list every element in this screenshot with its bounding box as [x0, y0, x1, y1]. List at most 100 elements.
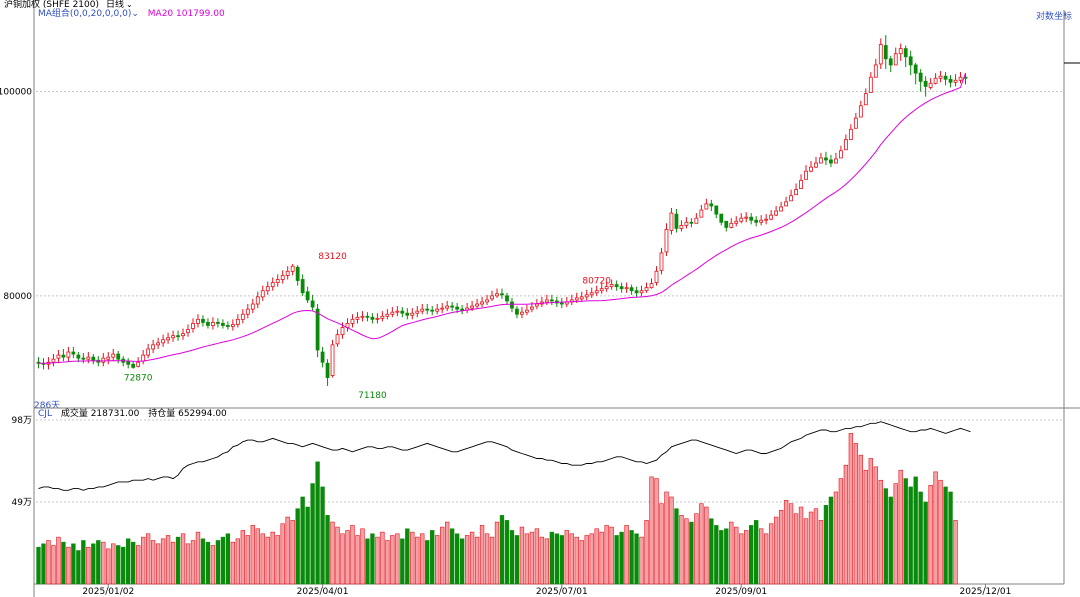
volume-bar — [629, 530, 634, 585]
volume-bar — [56, 536, 61, 585]
volume-bar — [659, 503, 664, 585]
chevron-down-icon[interactable]: ⌄ — [131, 9, 139, 19]
indicator-name[interactable]: CJL — [38, 409, 52, 419]
candle-body — [863, 93, 868, 106]
volume-bar — [843, 464, 849, 585]
volume-bar — [425, 540, 430, 585]
volume-bar — [609, 526, 614, 585]
volume-bar — [390, 535, 395, 585]
candle-body — [106, 356, 111, 360]
chevron-down-icon[interactable]: ⌄ — [126, 0, 133, 9]
candle-body — [848, 128, 853, 140]
volume-bar — [649, 476, 654, 585]
contract-title[interactable]: 沪铜加权 (SHFE 2100) — [4, 0, 99, 10]
volume-bar — [639, 536, 644, 585]
candle-body — [943, 75, 948, 80]
candle-body — [280, 275, 285, 280]
volume-bar — [519, 526, 525, 585]
candle-body — [764, 218, 769, 221]
candle-body — [300, 279, 305, 294]
candle-body — [71, 351, 76, 355]
candle-body — [176, 335, 180, 338]
candle-body — [878, 44, 883, 65]
volume-bar — [729, 521, 734, 585]
volume-bar — [335, 526, 340, 585]
candle-body — [460, 308, 465, 311]
volume-bar — [938, 479, 943, 585]
volume-bar — [71, 543, 76, 585]
volume-bar — [749, 525, 754, 585]
candle-body — [136, 361, 141, 367]
volume-bar — [544, 538, 550, 585]
candle-body — [156, 342, 161, 346]
volume-bar — [474, 536, 480, 585]
volume-bar — [230, 541, 236, 585]
y-tick-label: 80000 — [3, 292, 32, 302]
x-tick-label: 2025/12/01 — [960, 587, 1012, 597]
candle-body — [809, 166, 813, 172]
volume-bar — [370, 533, 375, 585]
candle-body — [804, 170, 808, 180]
candle-body — [534, 303, 539, 307]
candle-body — [634, 290, 639, 294]
log-scale-toggle[interactable]: 对数坐标 — [1035, 12, 1072, 22]
candle-body — [829, 159, 833, 164]
x-tick-label: 2025/07/01 — [536, 587, 588, 597]
candle-body — [574, 297, 579, 301]
volume-bar — [574, 536, 579, 585]
candle-body — [330, 344, 335, 376]
candle-body — [724, 220, 729, 228]
volume-bar — [400, 538, 405, 585]
volume-bar — [739, 533, 744, 585]
candle-body — [584, 294, 589, 298]
volume-bar — [210, 545, 216, 585]
candle-body — [644, 287, 649, 292]
candle-body — [76, 354, 81, 359]
candle-body — [101, 357, 106, 363]
volume-bar — [415, 536, 420, 585]
top-bar: 沪铜加权 (SHFE 2100) 日线 ⌄ — [0, 0, 1080, 10]
volume-bar — [554, 533, 559, 585]
volume-bar — [365, 538, 370, 585]
volume-bar — [803, 518, 809, 585]
volume-bar — [420, 533, 425, 585]
volume-bar — [509, 530, 515, 585]
volume-bar — [933, 471, 938, 585]
volume-bar — [464, 535, 470, 585]
volume-bar — [858, 454, 864, 585]
period-label: 日线 — [106, 0, 125, 10]
candle-body — [659, 252, 664, 271]
volume-bar — [300, 496, 305, 585]
volume-bar — [719, 530, 724, 585]
volume-bar — [155, 543, 161, 585]
volume-bar — [654, 478, 659, 585]
volume-bar — [240, 530, 246, 585]
volume-bar — [270, 531, 275, 585]
volume-bar — [813, 508, 819, 585]
candle-body — [774, 210, 779, 216]
candle-body — [181, 333, 185, 337]
candle-body — [898, 48, 903, 55]
volume-bar — [584, 535, 589, 585]
candle-body — [265, 286, 270, 292]
candle-body — [515, 308, 519, 315]
volume-bar — [116, 545, 121, 585]
candle-body — [789, 195, 793, 202]
volume-bar — [828, 496, 834, 585]
period-selector[interactable]: 日线 ⌄ — [106, 0, 133, 10]
candle-body — [544, 299, 549, 303]
candle-body — [285, 270, 290, 276]
candle-body — [445, 305, 450, 309]
candle-body — [913, 64, 918, 74]
volume-bar — [435, 535, 440, 585]
volume-bar — [883, 488, 888, 585]
volume-bar — [479, 525, 485, 585]
candle-body — [824, 157, 828, 161]
candle-body — [260, 290, 265, 298]
volume-bar — [215, 540, 221, 585]
ma-group-label[interactable]: MA组合(0,0,20,0,0,0) — [38, 9, 132, 19]
volume-bar — [494, 521, 500, 585]
candle-body — [669, 212, 674, 231]
volume-bar — [744, 530, 749, 585]
